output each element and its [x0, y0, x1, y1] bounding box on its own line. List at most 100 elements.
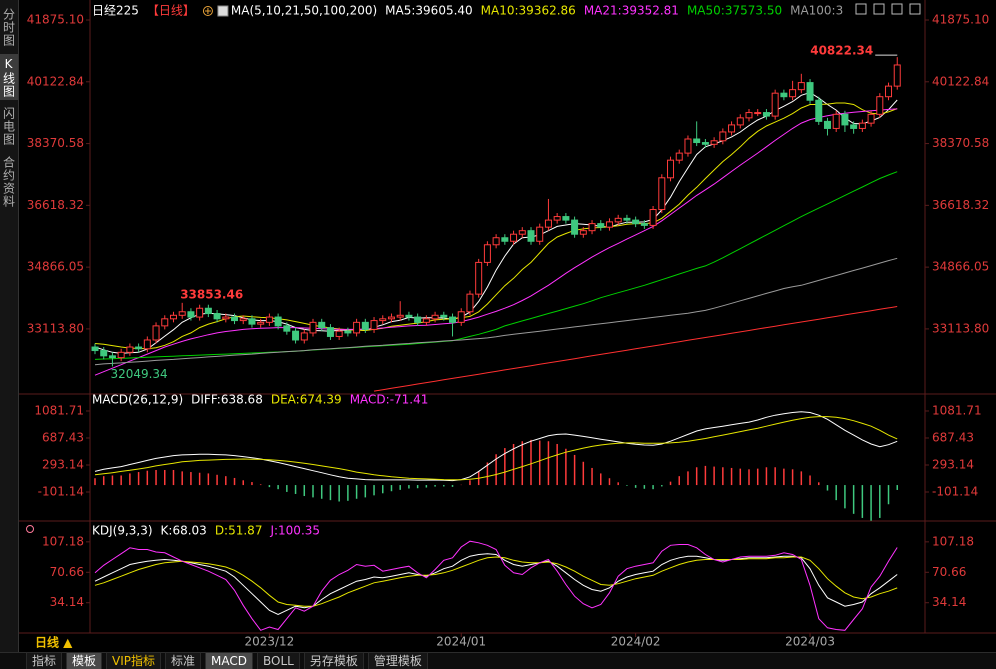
candle-body: [518, 230, 526, 235]
tab[interactable]: MACD: [205, 652, 254, 669]
tab[interactable]: VIP指标: [106, 652, 162, 669]
chart-subtitle: 【日线】: [147, 4, 195, 18]
candle-body: [283, 325, 291, 332]
candle-body: [789, 89, 797, 98]
candle-body: [431, 314, 439, 320]
candle-body: [501, 237, 509, 242]
candle-body: [396, 314, 404, 318]
icon[interactable]: [855, 3, 867, 15]
candle-body: [492, 237, 500, 246]
indicator-line: [94, 553, 898, 616]
bottom-tabs: 指标 模板 VIP指标 标准 MACD BOLL 另存模板 管理模板: [0, 652, 996, 669]
icon[interactable]: [909, 3, 921, 15]
candle-body: [885, 85, 893, 98]
y-tick-label: 38370.58: [932, 136, 989, 150]
candle-body: [684, 138, 692, 154]
x-tick-label: 2024/03: [785, 635, 835, 649]
candle-body: [379, 318, 387, 322]
candle-body: [108, 355, 116, 359]
y-tick-label: 41875.10: [27, 13, 84, 27]
candle-body: [213, 313, 221, 320]
candle-body: [728, 124, 736, 133]
annotation: 33853.46: [180, 287, 243, 301]
y-tick-label: 293.14: [42, 457, 84, 471]
candle-body: [318, 321, 326, 329]
icon[interactable]: [891, 3, 903, 15]
tab[interactable]: 模板: [66, 652, 103, 669]
legend-entry: D:51.87: [215, 524, 263, 538]
legend-entry: K:68.03: [161, 524, 207, 538]
icon: [217, 5, 229, 17]
candle-body: [449, 316, 457, 323]
candle-body: [222, 316, 230, 320]
tab[interactable]: 标准: [165, 652, 202, 669]
candle-body: [178, 311, 186, 316]
candle-body: [422, 318, 430, 323]
candle-body: [292, 330, 300, 341]
candle-body: [605, 221, 613, 228]
candle-body: [797, 82, 805, 91]
indicator-line: [94, 91, 898, 354]
candle-body: [248, 318, 256, 325]
chart-title: MACD(26,12,9): [92, 393, 183, 407]
candle-body: [257, 321, 265, 325]
y-tick-label: 34866.05: [932, 260, 989, 274]
tab[interactable]: 管理模板: [367, 652, 428, 669]
chart: 日线 ▲ 41875.10 41875.10 40122.84 40122.84 383…: [18, 0, 996, 650]
candle-body: [353, 321, 361, 334]
y-tick-label: 38370.58: [27, 136, 84, 150]
indicator-label: MA(5,10,21,50,100,200): [231, 4, 377, 18]
y-tick-label: -101.14: [932, 484, 978, 498]
candle-body: [231, 316, 239, 322]
candle-body: [614, 217, 622, 223]
side-tab[interactable]: K线图: [0, 54, 18, 100]
indicator-line: [94, 171, 898, 360]
tab[interactable]: BOLL: [257, 652, 300, 669]
y-tick-label: 1081.71: [34, 403, 84, 417]
x-tick-label: 2023/12: [244, 635, 294, 649]
y-tick-label: 34.14: [932, 595, 966, 609]
tab[interactable]: 指标: [26, 652, 63, 669]
candle-body: [169, 314, 177, 320]
candle-body: [483, 244, 491, 263]
candle-body: [780, 92, 788, 98]
kdj-icon[interactable]: [26, 525, 34, 533]
side-tab[interactable]: 闪电图: [1, 106, 16, 146]
candle-body: [658, 177, 666, 211]
legend-entry: MA50:37573.50: [687, 4, 782, 18]
candle-body: [274, 316, 282, 327]
candle-body: [117, 351, 125, 359]
candle-body: [536, 226, 544, 242]
candle-body: [850, 124, 858, 129]
candle-body: [326, 327, 334, 337]
candle-body: [457, 311, 465, 323]
legend-entry: DEA:674.39: [271, 393, 342, 407]
side-tab[interactable]: 分时图: [1, 7, 16, 47]
chart-title: 日经225: [92, 4, 139, 18]
y-tick-label: 36618.32: [932, 198, 989, 212]
candle-body: [239, 318, 247, 322]
indicator-line: [94, 540, 898, 631]
side-tab[interactable]: 合约资料: [1, 156, 16, 208]
candle-body: [762, 112, 770, 117]
candle-body: [675, 152, 683, 161]
y-tick-label: 40122.84: [932, 74, 989, 88]
candle-body: [100, 350, 108, 357]
candle-body: [187, 311, 195, 318]
candle-body: [815, 99, 823, 122]
candle-body: [867, 113, 875, 124]
candle-body: [823, 120, 831, 129]
candle-body: [806, 82, 814, 101]
candle-body: [196, 307, 204, 318]
candle-body: [771, 92, 779, 117]
icon[interactable]: [873, 3, 885, 15]
x-tick-label: 2024/01: [436, 635, 486, 649]
indicator-line: [94, 411, 898, 482]
period-label[interactable]: 日线 ▲: [35, 635, 73, 650]
tab[interactable]: 另存模板: [303, 652, 364, 669]
legend-entry: MA10:39362.86: [481, 4, 576, 18]
candle-body: [370, 320, 378, 330]
candle-body: [135, 346, 143, 350]
chart-title: KDJ(9,3,3): [92, 524, 153, 538]
